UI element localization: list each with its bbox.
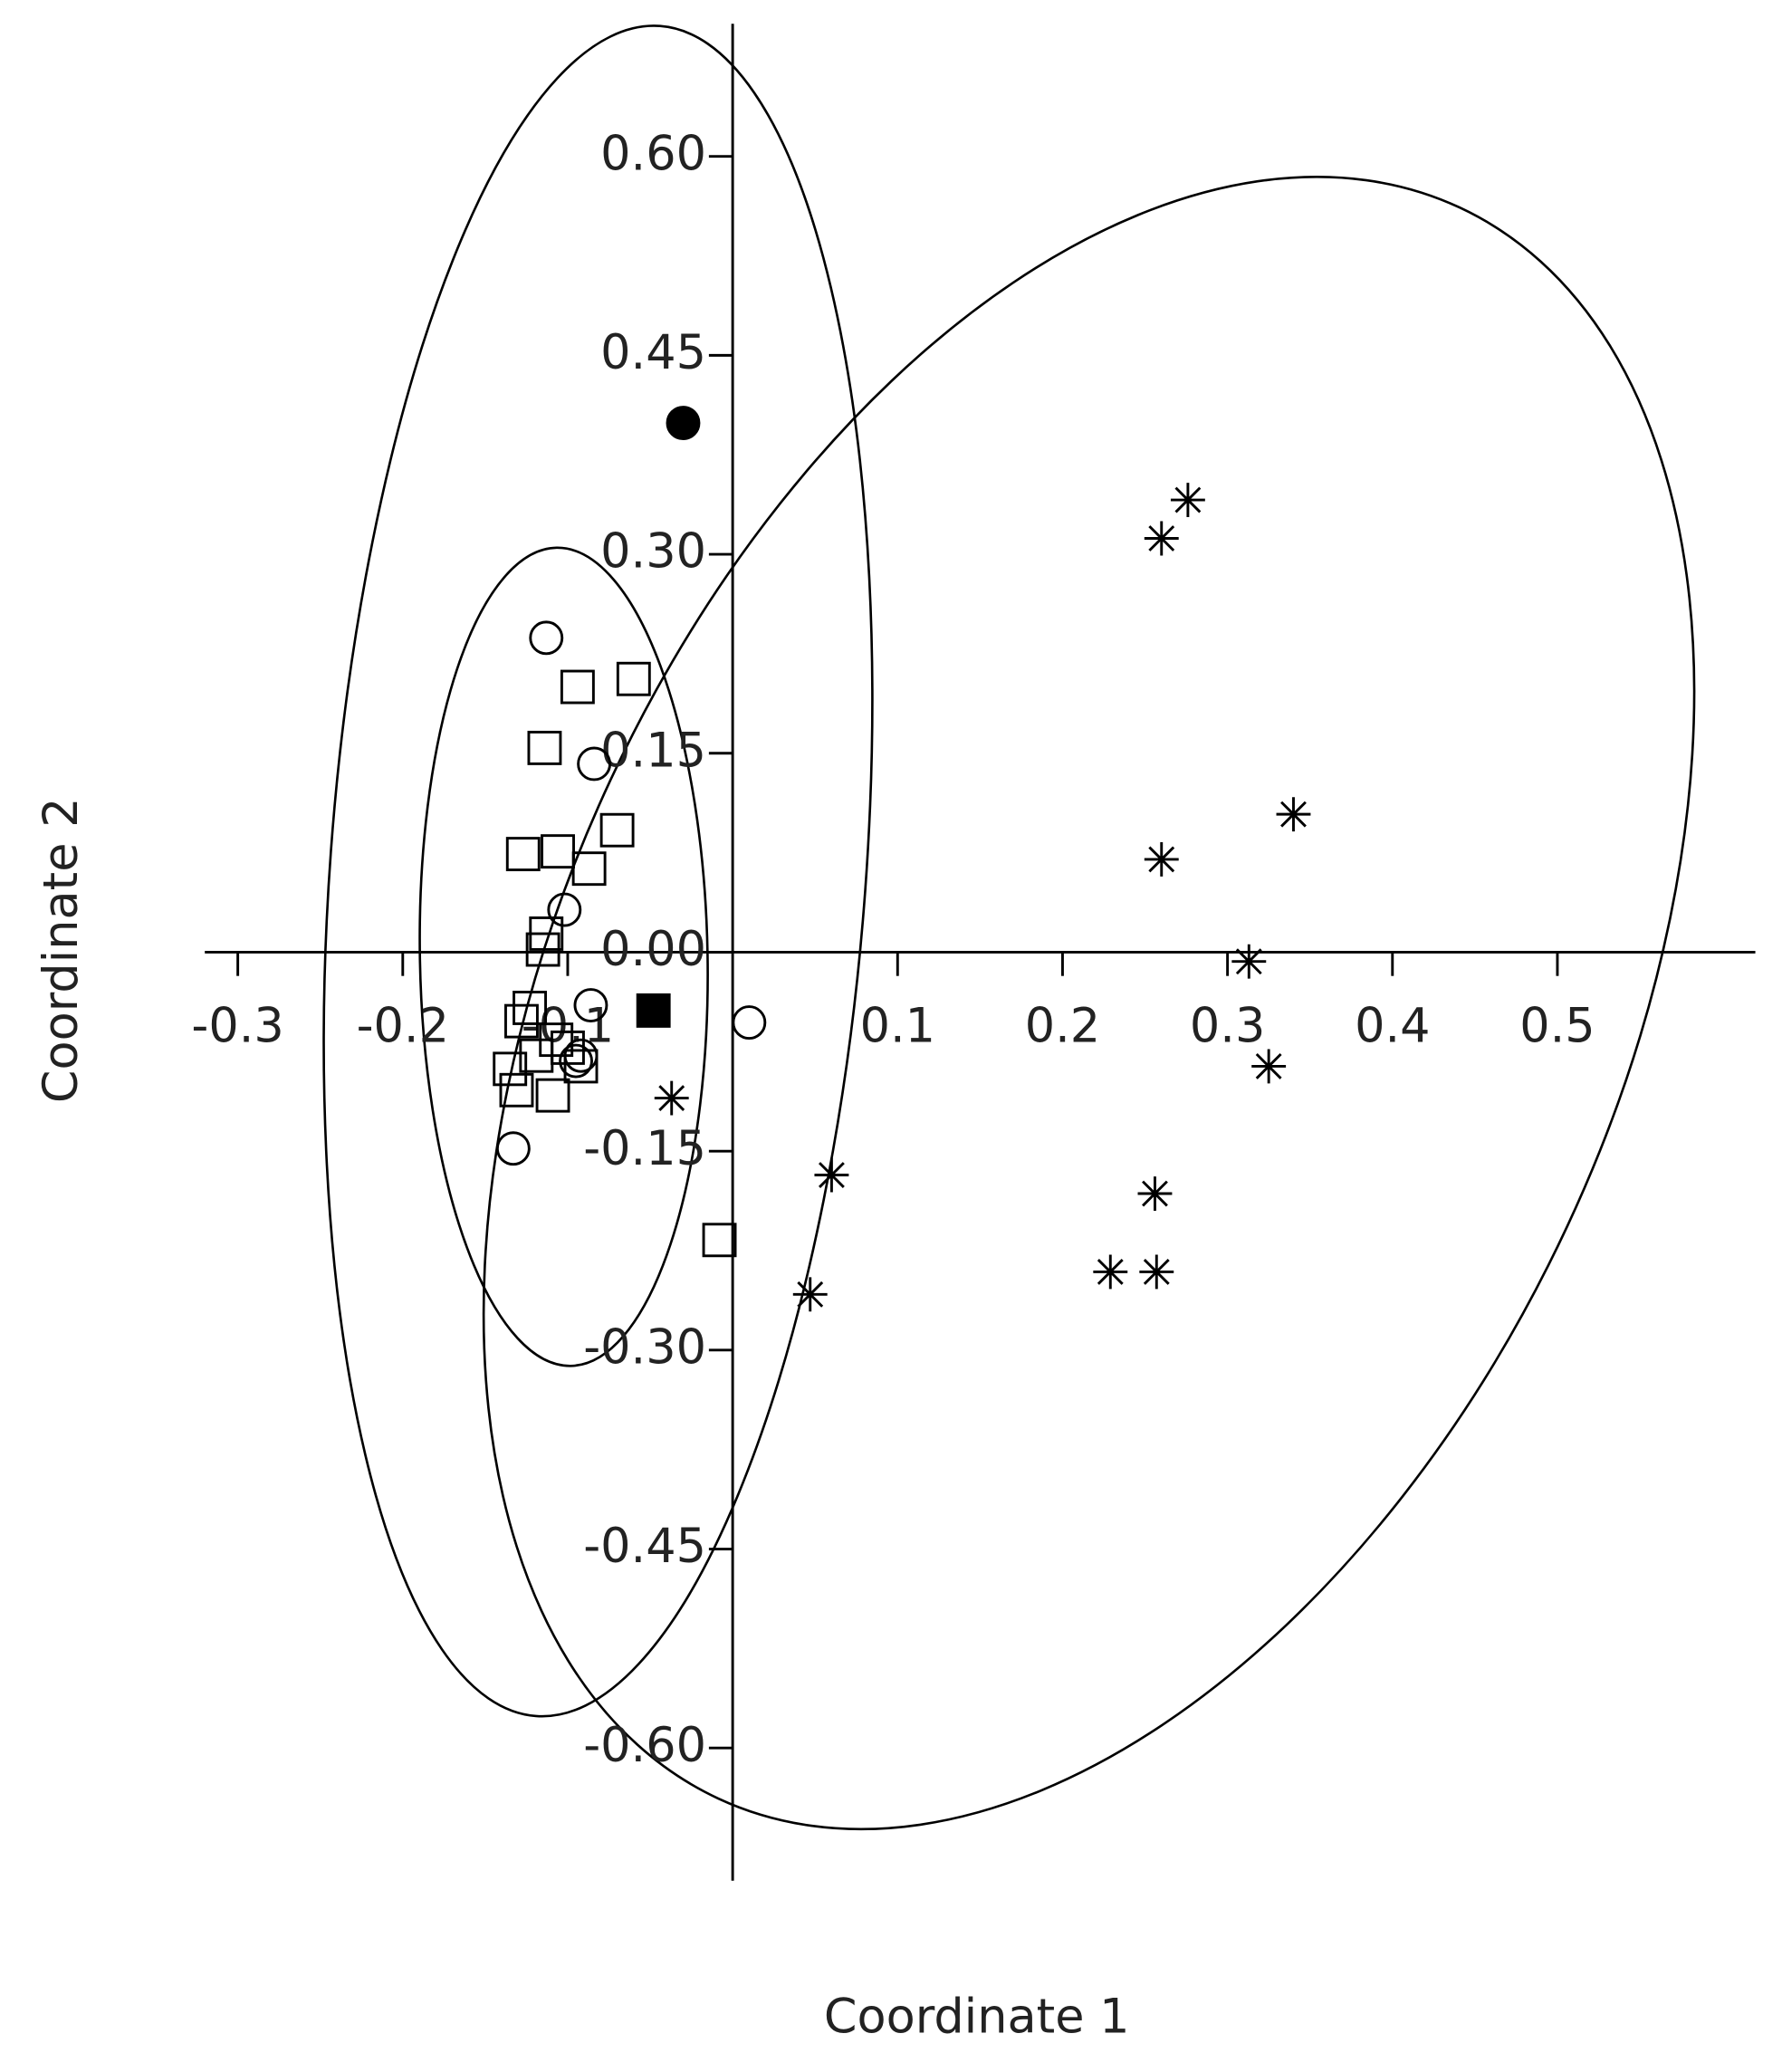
square-point — [599, 812, 635, 848]
x-axis-label: Coordinate 1 — [824, 1989, 1130, 2044]
y-tick-label: -0.45 — [583, 1519, 706, 1574]
asterisk-point — [814, 1157, 849, 1193]
x-tick-label: 0.5 — [1519, 999, 1595, 1054]
y-tick-label: -0.15 — [583, 1121, 706, 1176]
asterisk-point — [1231, 944, 1267, 979]
y-tick-label: 0.30 — [600, 524, 706, 580]
circle-point — [559, 1043, 594, 1079]
square-point — [527, 730, 562, 765]
asterisk-point — [1137, 1176, 1173, 1211]
circle-point — [666, 406, 701, 441]
asterisk-point — [1276, 797, 1311, 832]
square-point — [535, 1078, 570, 1113]
x-tick-label: 0.4 — [1355, 999, 1430, 1054]
x-tick-label: -0.3 — [191, 999, 283, 1054]
asterisk-point — [1170, 483, 1205, 517]
asterisk-point — [1139, 1254, 1174, 1290]
y-tick-label: 0.60 — [600, 126, 706, 181]
square-point — [702, 1223, 737, 1258]
square-point — [493, 1051, 528, 1087]
x-tick-label: 0.2 — [1025, 999, 1100, 1054]
group-ellipse — [418, 546, 709, 1367]
square-point — [616, 661, 651, 696]
square-point — [541, 834, 575, 869]
square-point — [571, 851, 607, 887]
circle-point — [732, 1005, 767, 1041]
y-tick-label: 0.45 — [600, 325, 706, 380]
y-tick-label: -0.60 — [583, 1718, 706, 1773]
y-axis-label: Coordinate 2 — [34, 797, 89, 1103]
y-tick-label: 0.00 — [600, 922, 706, 977]
square-point — [504, 1003, 539, 1039]
square-point — [636, 993, 671, 1028]
circle-point — [563, 1038, 599, 1073]
x-tick-label: -0.2 — [357, 999, 449, 1054]
y-tick-label: 0.15 — [600, 723, 706, 778]
circle-point — [577, 746, 612, 782]
asterisk-point — [1144, 841, 1179, 877]
circle-point — [547, 892, 582, 927]
asterisk-point — [1251, 1049, 1287, 1084]
square-point — [525, 932, 560, 967]
asterisk-point — [654, 1080, 689, 1116]
asterisk-point — [1093, 1254, 1128, 1290]
square-point — [505, 837, 541, 872]
y-tick-label: -0.30 — [583, 1319, 706, 1375]
asterisk-point — [1144, 521, 1179, 556]
group-ellipse — [482, 176, 1696, 1831]
asterisk-point — [792, 1277, 828, 1312]
square-point — [513, 991, 548, 1025]
x-tick-label: 0.1 — [860, 999, 935, 1054]
square-point — [560, 669, 595, 705]
circle-point — [573, 988, 608, 1022]
square-point — [563, 1049, 599, 1084]
x-tick-label: 0.3 — [1190, 999, 1265, 1054]
group-ellipse — [322, 24, 874, 1718]
square-point — [499, 1072, 534, 1108]
circle-point — [495, 1131, 531, 1166]
circle-point — [529, 620, 564, 656]
